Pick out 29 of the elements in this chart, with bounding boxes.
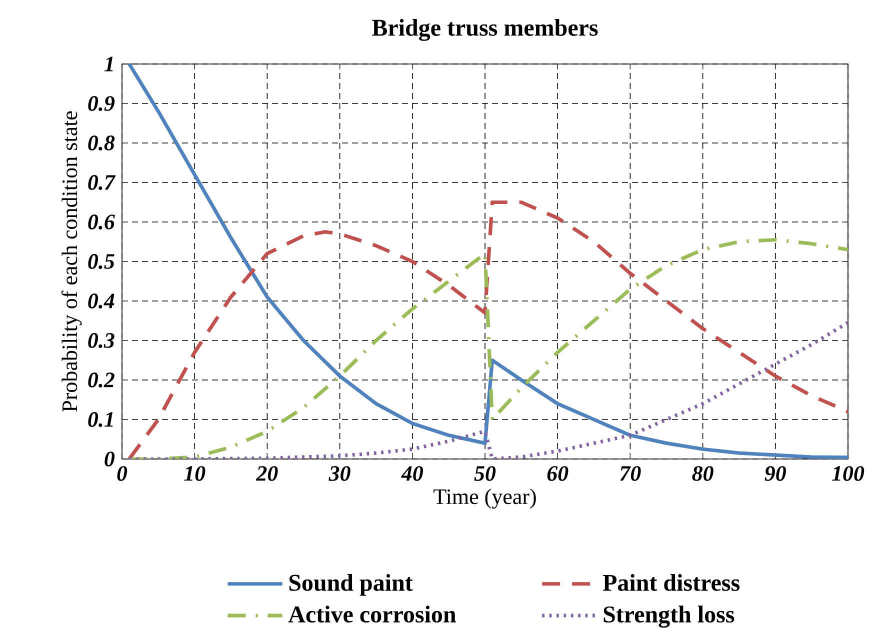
y-tick-label: 0.9 (88, 96, 115, 111)
x-tick-label: 70 (620, 466, 641, 481)
y-tick-label: 0.3 (88, 333, 114, 348)
y-tick-label: 0.8 (88, 136, 115, 150)
chart-title: Bridge truss members (372, 18, 598, 41)
x-tick-label: 30 (328, 466, 350, 481)
x-tick-label: 40 (401, 466, 423, 481)
y-tick-label: 0.6 (88, 214, 115, 230)
x-tick-label: 90 (764, 466, 786, 481)
x-tick-label: 10 (184, 466, 206, 481)
x-tick-label: 100 (832, 466, 864, 481)
y-tick-label: 0.1 (88, 412, 113, 427)
x-tick-label: 50 (474, 466, 496, 481)
legend-label: Strength loss (604, 606, 734, 628)
x-tick-label: 60 (547, 466, 568, 481)
x-tick-label: 0 (117, 466, 128, 481)
y-tick-label: 1 (104, 56, 113, 72)
legend-label: Paint distress (602, 574, 740, 591)
x-tick-label: 80 (692, 466, 714, 481)
y-tick-label: 0.5 (88, 254, 114, 269)
x-tick-label: 20 (256, 466, 278, 481)
legend-label: Active corrosion (288, 606, 456, 623)
y-tick-label: 0.4 (88, 294, 114, 308)
legend-label: Sound paint (289, 574, 413, 596)
y-tick-label: 0 (104, 452, 115, 466)
y-tick-label: 0.2 (88, 372, 114, 388)
y-axis-title: Probability of each condition state (61, 111, 82, 412)
x-axis-title: Time (year) (434, 488, 536, 509)
y-tick-label: 0.7 (88, 175, 116, 190)
